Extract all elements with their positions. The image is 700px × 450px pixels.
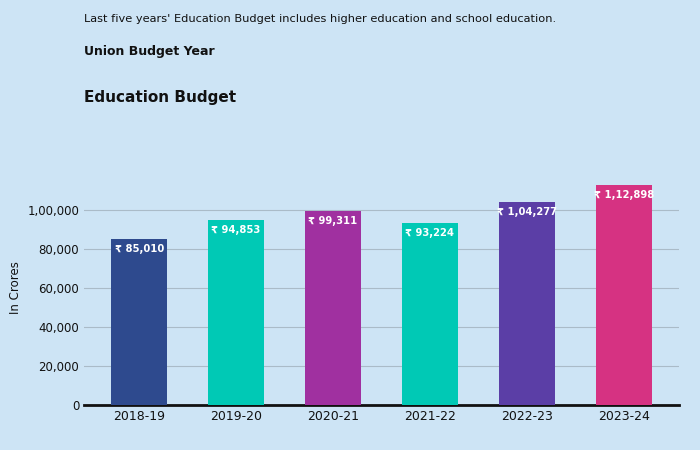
Text: ₹ 94,853: ₹ 94,853	[211, 225, 260, 235]
Text: ₹ 99,311: ₹ 99,311	[309, 216, 358, 226]
Bar	[402, 223, 458, 405]
Bar	[499, 202, 555, 405]
Text: ₹ 1,04,277: ₹ 1,04,277	[497, 207, 557, 216]
Text: Union Budget Year: Union Budget Year	[84, 45, 215, 58]
Y-axis label: In Crores: In Crores	[8, 261, 22, 315]
Text: ₹ 85,010: ₹ 85,010	[115, 244, 164, 254]
Bar	[305, 212, 361, 405]
Text: ₹ 1,12,898: ₹ 1,12,898	[594, 190, 654, 200]
Text: Last five years' Education Budget includes higher education and school education: Last five years' Education Budget includ…	[84, 14, 556, 23]
Text: ₹ 93,224: ₹ 93,224	[405, 228, 454, 238]
Bar	[596, 185, 652, 405]
Text: Education Budget: Education Budget	[84, 90, 236, 105]
Bar	[208, 220, 264, 405]
Bar	[111, 239, 167, 405]
